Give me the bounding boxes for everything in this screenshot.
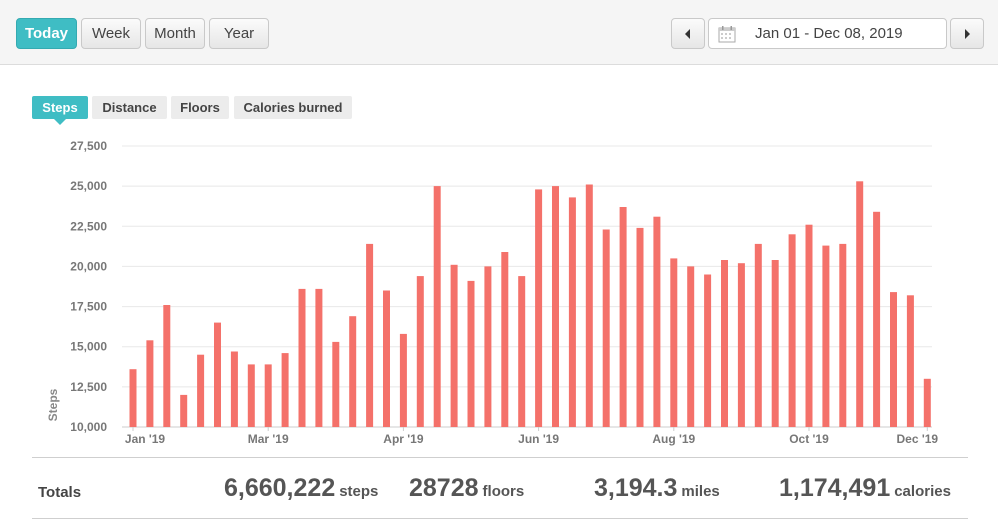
bar[interactable] xyxy=(822,245,830,427)
totals-divider-bottom xyxy=(32,518,968,519)
bar[interactable] xyxy=(264,364,272,427)
tab-floors[interactable]: Floors xyxy=(171,96,229,119)
bar[interactable] xyxy=(518,276,526,427)
bar[interactable] xyxy=(619,207,627,427)
y-tick-label: 22,500 xyxy=(70,219,107,233)
bar[interactable] xyxy=(399,333,407,427)
total-calories-unit: calories xyxy=(894,483,951,500)
bar[interactable] xyxy=(197,354,205,427)
bar[interactable] xyxy=(839,243,847,427)
tab-distance[interactable]: Distance xyxy=(92,96,167,119)
y-tick-label: 12,500 xyxy=(70,380,107,394)
bar[interactable] xyxy=(568,197,576,427)
chevron-right-icon xyxy=(965,28,970,39)
bar[interactable] xyxy=(281,353,289,427)
bar[interactable] xyxy=(873,211,881,427)
month-button[interactable]: Month xyxy=(145,18,205,49)
total-steps-value: 6,660,222 xyxy=(224,474,336,502)
y-tick-label: 10,000 xyxy=(70,420,107,434)
total-calories: 1,174,491 calories xyxy=(779,474,951,503)
bar[interactable] xyxy=(670,258,678,427)
bar[interactable] xyxy=(552,186,559,427)
y-tick-label: 27,500 xyxy=(70,139,107,153)
bar[interactable] xyxy=(653,216,661,427)
x-tick-label: Jun '19 xyxy=(518,432,559,446)
bar[interactable] xyxy=(501,252,509,427)
total-floors-value: 28728 xyxy=(409,474,479,502)
bar[interactable] xyxy=(788,234,796,427)
bar[interactable] xyxy=(366,243,374,427)
bar[interactable] xyxy=(602,229,610,428)
bar[interactable] xyxy=(180,394,188,427)
bar[interactable] xyxy=(856,181,864,427)
bar[interactable] xyxy=(247,364,255,427)
bar[interactable] xyxy=(484,266,492,427)
bar[interactable] xyxy=(771,260,779,427)
bar[interactable] xyxy=(433,186,441,427)
total-floors-unit: floors xyxy=(482,483,525,500)
bar[interactable] xyxy=(349,316,357,427)
previous-period-button[interactable] xyxy=(671,18,705,49)
bar[interactable] xyxy=(923,378,931,427)
date-range-text: Jan 01 - Dec 08, 2019 xyxy=(755,25,903,42)
date-range-picker[interactable]: Jan 01 - Dec 08, 2019 xyxy=(708,18,947,49)
chevron-left-icon xyxy=(685,28,690,39)
totals-divider-top xyxy=(32,457,968,458)
total-floors: 28728 floors xyxy=(409,474,524,503)
x-tick-label: Aug '19 xyxy=(652,432,695,446)
today-button[interactable]: Today xyxy=(16,18,77,49)
bar[interactable] xyxy=(737,263,745,427)
total-miles: 3,194.3 miles xyxy=(594,474,720,503)
top-toolbar: Today Week Month Year Jan 01 - Dec 08, 2… xyxy=(0,0,998,65)
bar[interactable] xyxy=(298,288,306,427)
bar[interactable] xyxy=(636,227,644,427)
y-tick-label: 25,000 xyxy=(70,179,107,193)
total-calories-value: 1,174,491 xyxy=(779,474,891,502)
bar[interactable] xyxy=(315,288,323,427)
steps-bar-chart: 10,000 12,500 15,000 17,500 20,000 22,500 25,0… xyxy=(46,139,939,446)
y-axis-label: Steps xyxy=(46,388,60,421)
bar[interactable] xyxy=(585,184,593,428)
bar[interactable] xyxy=(214,322,221,427)
bar[interactable] xyxy=(754,243,762,427)
bar[interactable] xyxy=(687,266,695,427)
y-tick-label: 15,000 xyxy=(70,340,107,354)
total-miles-value: 3,194.3 xyxy=(594,474,678,502)
bar[interactable] xyxy=(163,305,171,427)
x-tick-label: Apr '19 xyxy=(383,432,424,446)
week-button[interactable]: Week xyxy=(81,18,141,49)
bar[interactable] xyxy=(467,280,475,427)
y-tick-label: 20,000 xyxy=(70,259,107,273)
tab-steps[interactable]: Steps xyxy=(32,96,88,119)
x-tick-label: Oct '19 xyxy=(789,432,829,446)
bar[interactable] xyxy=(906,295,914,427)
next-period-button[interactable] xyxy=(950,18,984,49)
bar[interactable] xyxy=(332,341,340,427)
bar[interactable] xyxy=(805,224,813,427)
bar[interactable] xyxy=(721,260,728,427)
bar[interactable] xyxy=(383,290,390,428)
year-button[interactable]: Year xyxy=(209,18,269,49)
tab-calories-burned[interactable]: Calories burned xyxy=(234,96,352,119)
active-tab-pointer xyxy=(54,119,66,125)
bar[interactable] xyxy=(890,292,897,427)
bar[interactable] xyxy=(146,340,154,427)
total-steps: 6,660,222 steps xyxy=(224,474,378,503)
y-tick-label: 17,500 xyxy=(70,300,107,314)
bar[interactable] xyxy=(704,274,712,428)
bar[interactable] xyxy=(129,369,137,427)
bar[interactable] xyxy=(450,264,458,427)
totals-label: Totals xyxy=(38,484,82,501)
x-tick-label: Mar '19 xyxy=(248,432,289,446)
bar[interactable] xyxy=(230,351,238,428)
bar[interactable] xyxy=(416,276,424,427)
total-steps-unit: steps xyxy=(339,483,379,500)
x-tick-label: Dec '19 xyxy=(897,432,939,446)
x-tick-label: Jan '19 xyxy=(125,432,166,446)
calendar-icon xyxy=(718,25,736,42)
total-miles-unit: miles xyxy=(681,483,720,500)
bar[interactable] xyxy=(535,189,543,427)
